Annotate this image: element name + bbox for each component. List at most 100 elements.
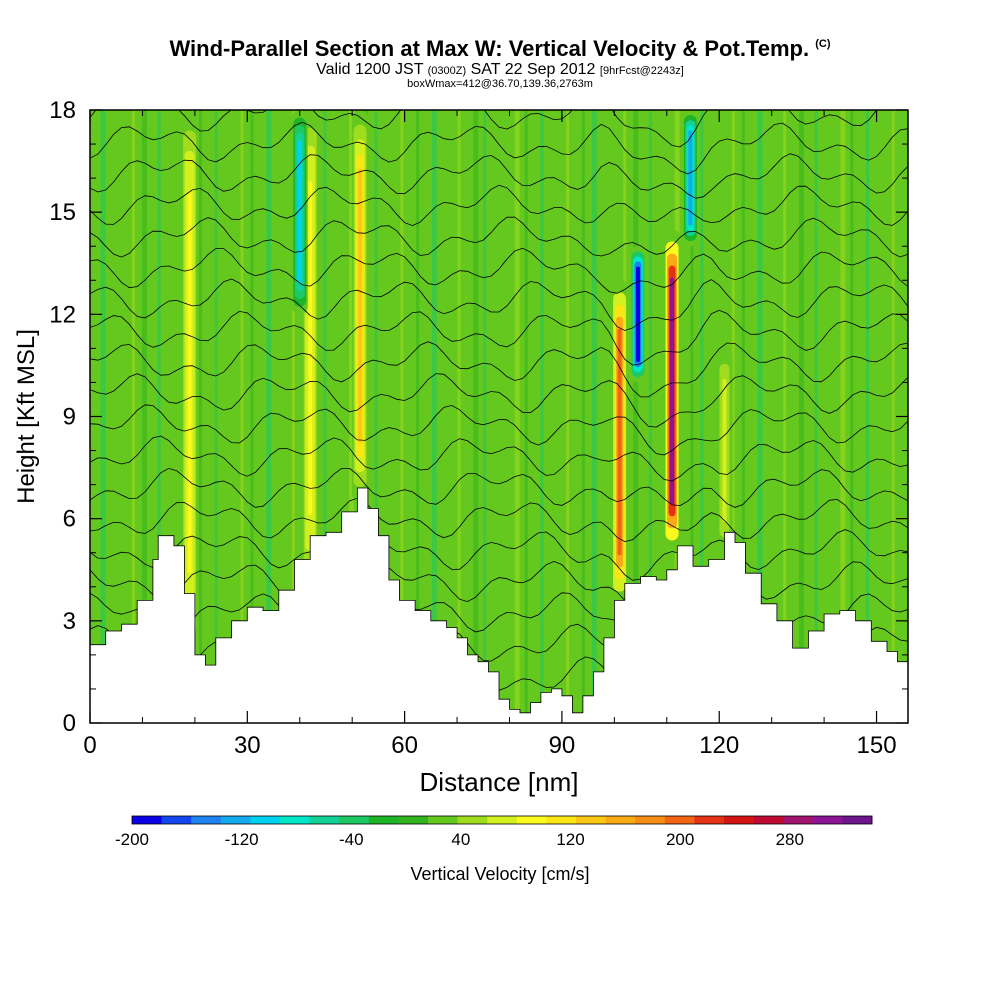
chart-title: Wind-Parallel Section at Max W: Vertical… [0,36,1000,62]
field-stripe [514,110,520,723]
x-tick-label: 150 [857,732,897,759]
field-stripe [374,110,378,723]
y-tick-label: 0 [63,710,76,737]
field-stripe [266,110,272,723]
field-stripe [824,110,828,723]
colorbar-swatch [546,816,577,824]
colorbar-swatch [576,816,606,824]
field-stripe [700,110,704,723]
y-tick-label: 12 [49,301,76,328]
field-stripe [550,110,556,723]
colorbar-swatch [812,816,843,824]
colorbar-tick-label: 280 [776,830,804,849]
field-stripe [214,110,218,723]
colorbar-swatch [280,816,310,824]
colorbar-swatch [398,816,429,824]
colorbar-swatch [339,816,370,824]
isentrope-contour [90,216,908,258]
colorbar-swatch [428,816,458,824]
colorbar-swatch [161,816,192,824]
field-stripe [607,110,611,723]
valid-utc: (0300Z) [427,65,467,77]
updraft-core [308,181,313,516]
field-stripe [840,110,846,723]
box-info: boxWmax=412@36.70,139.36,2763m [407,78,593,90]
colorbar-swatch [487,816,518,824]
colorbar-swatch [783,816,814,824]
updraft-core [358,168,363,443]
field-stripe [757,110,763,723]
isentrope-contour [90,110,878,148]
plot-area [90,110,908,723]
field-stripe [349,110,355,723]
colorbar-swatch [842,816,873,824]
field-stripe [199,110,203,723]
downdraft-core [688,130,693,226]
y-tick-label: 15 [49,199,76,226]
terrain-mask [90,487,908,723]
x-tick-label: 60 [391,732,418,759]
field-stripe [633,110,639,723]
colorbar-swatch [250,816,281,824]
field-stripe [333,110,337,723]
x-tick-label: 30 [234,732,261,759]
field-stripe [773,110,777,723]
field-stripe [141,110,147,723]
field-stripe [173,110,177,723]
field-stripe [850,110,854,723]
colorbar-tick-label: 200 [666,830,694,849]
x-tick-label: 0 [83,732,96,759]
colorbar-swatch [220,816,251,824]
isentrope-contour [90,373,908,428]
field-stripe [581,110,585,723]
updraft-core [670,277,675,505]
field-stripe [291,110,295,723]
field-stripe [441,110,445,723]
x-tick-label: 120 [699,732,739,759]
colorbar-swatch [309,816,340,824]
isentrope-contour [90,309,908,366]
colorbar-swatch [368,816,399,824]
colorbar-label: Vertical Velocity [cm/s] [410,864,589,884]
field-stripe [783,110,787,723]
field-stripe [690,110,694,723]
field-stripe [400,110,404,723]
isentrope-contour [90,560,908,618]
colorbar-tick-label: 40 [451,830,470,849]
y-tick-label: 9 [63,404,76,431]
colorbar-tick-label: -200 [115,830,149,849]
y-tick-label: 18 [49,97,76,124]
forecast-info: [9hrFcst@2243z] [599,65,684,77]
isentrope-contour [90,497,908,543]
field-stripe [416,110,420,723]
field-stripe [157,110,161,723]
y-tick-label: 3 [63,608,76,635]
colorbar-swatch [457,816,488,824]
valid-prefix: Valid 1200 JST [316,61,424,78]
colorbar-tick-label: -120 [225,830,259,849]
isentrope-contour [90,341,908,398]
isentrope-contour [90,184,908,227]
copyright-mark: (C) [815,38,831,50]
field-stripe [250,110,254,723]
colorbar-swatch [694,816,725,824]
colorbar-swatch [516,816,547,824]
valid-time: Valid 1200 JST (0300Z) SAT 22 Sep 2012 [… [0,61,1000,79]
field-stripe [648,110,652,723]
field-stripe [116,110,120,723]
title-text: Wind-Parallel Section at Max W: Vertical… [169,36,810,61]
field-stripe [323,110,327,723]
field-stripe [566,110,570,723]
isentrope-contour [90,247,908,294]
field-stripe [731,110,735,723]
isentrope-contour [90,153,908,199]
field-stripe [390,110,396,723]
field-stripe [866,110,870,723]
field-stripe [483,110,487,723]
colorbar-tick-label: 120 [556,830,584,849]
isentrope-contour [90,278,908,331]
downdraft-core [297,140,302,284]
x-axis-label: Distance [nm] [420,767,579,797]
colorbar-swatch [132,816,162,824]
